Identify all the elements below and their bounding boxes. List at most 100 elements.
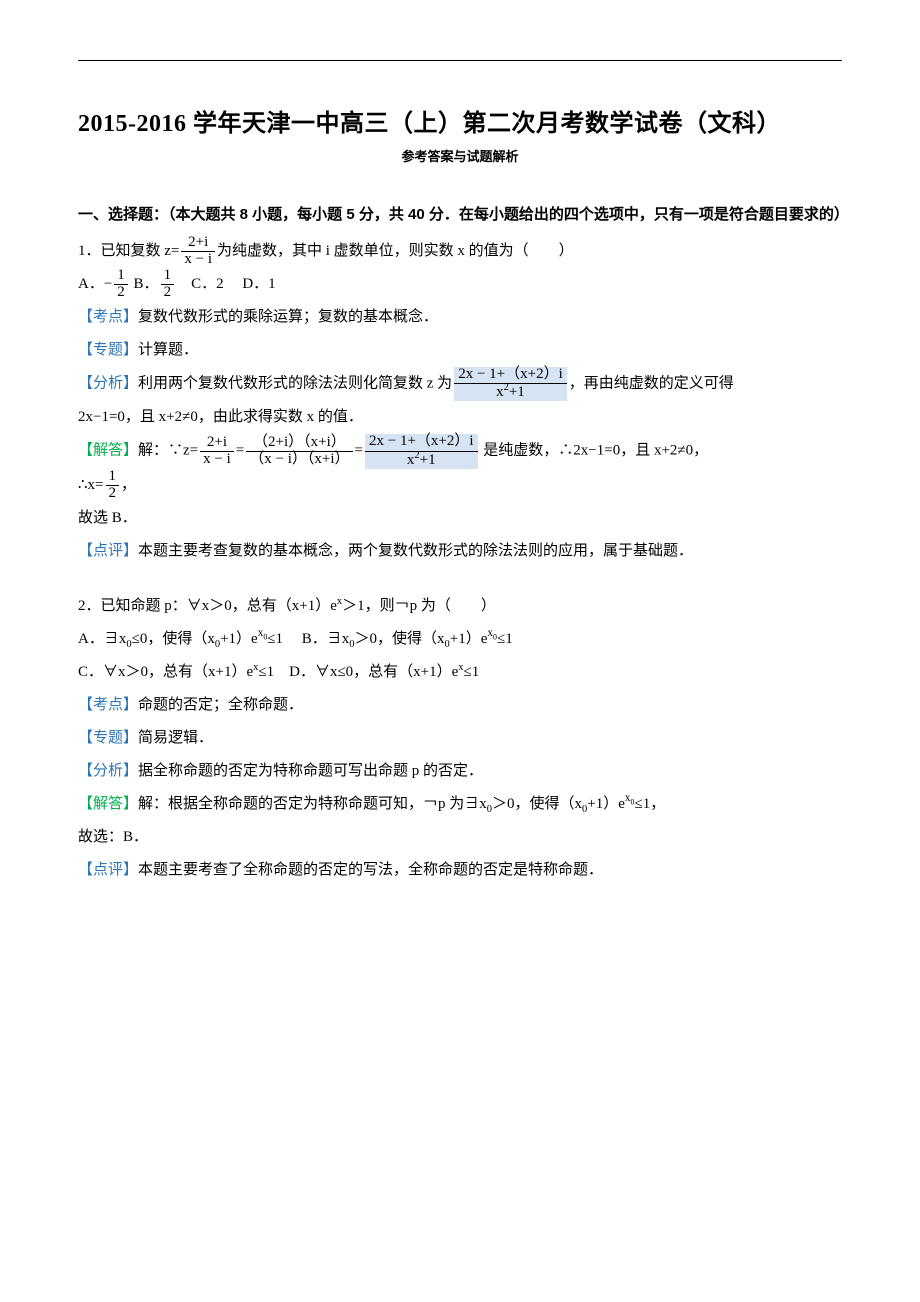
fenxi-post: ，再由纯虚数的定义可得 [569, 375, 734, 391]
q2-optB-mid2: +1）e [450, 631, 488, 647]
exp-x0: x0 [625, 792, 635, 804]
q2-jieda-line2: 故选：B． [78, 821, 842, 854]
fenxi-text: 据全称命题的否定为特称命题可写出命题 p 的否定． [138, 763, 483, 779]
fenxi-label: 【分析】 [78, 763, 138, 779]
exp-sub0: 0 [631, 798, 635, 807]
q1-jieda2-frac: 12 [106, 469, 120, 502]
q2-optC-mid: ≤1 D．∀x≤0，总有（x+1）e [258, 664, 458, 680]
jieda-mid: ＞0，使得（x [492, 796, 582, 812]
page: 2015-2016 学年天津一中高三（上）第二次月考数学试卷（文科） 参考答案与… [0, 0, 920, 1302]
den-right: +1 [509, 384, 525, 400]
q1-jieda-f3: 2x − 1+（x+2）ix2+1 [365, 434, 478, 469]
frac-num: 1 [114, 268, 128, 285]
q2-stem: 2．已知命题 p：∀x＞0，总有（x+1）ex＞1，则￢p 为（ ） [78, 590, 842, 623]
dianping-text: 本题主要考查复数的基本概念，两个复数代数形式的除法法则的应用，属于基础题． [138, 543, 693, 559]
q1-optCD: C．2 D．1 [176, 276, 276, 292]
frac-num: 2+i [200, 435, 234, 452]
spacer [78, 568, 842, 590]
q2-options-ab: A．∃x0≤0，使得（x0+1）ex0≤1 B．∃x0＞0，使得（x0+1）ex… [78, 623, 842, 656]
q1-fenxi-frac: 2x − 1+（x+2）ix2+1 [454, 367, 567, 402]
jieda-pre: 解：∵z= [138, 443, 198, 459]
frac-den: x2+1 [365, 452, 478, 469]
q1-stem-post: 为纯虚数，其中 i 虚数单位，则实数 x 的值为（ ） [217, 243, 574, 259]
q2-optA-mid2: +1）e [220, 631, 258, 647]
frac-num: 2x − 1+（x+2）i [454, 367, 567, 385]
q1-dianping: 【点评】本题主要考查复数的基本概念，两个复数代数形式的除法法则的应用，属于基础题… [78, 535, 842, 568]
q1-optA-pre: A．− [78, 276, 112, 292]
zhuanti-label: 【专题】 [78, 342, 138, 358]
q1-stem: 1．已知复数 z=2+ix − i为纯虚数，其中 i 虚数单位，则实数 x 的值… [78, 235, 842, 268]
den-left: x [496, 384, 504, 400]
frac-den: x2+1 [454, 384, 567, 401]
document-subtitle: 参考答案与试题解析 [78, 146, 842, 165]
q1-optB-frac: 12 [161, 268, 175, 301]
jieda-mid2: +1）e [587, 796, 625, 812]
document-title: 2015-2016 学年天津一中高三（上）第二次月考数学试卷（文科） [78, 103, 842, 138]
q2-optA-mid: ≤0，使得（x [132, 631, 215, 647]
fenxi-pre: 利用两个复数代数形式的除法法则化简复数 z 为 [138, 375, 452, 391]
q2-stem-pre: 2．已知命题 p：∀x＞0，总有（x+1）e [78, 598, 337, 614]
frac-den: x − i [200, 452, 234, 468]
zhuanti-text: 计算题． [138, 342, 198, 358]
kaodian-text: 命题的否定；全称命题． [138, 697, 303, 713]
jieda-end: ≤1， [634, 796, 665, 812]
q1-stem-pre: 1．已知复数 z= [78, 243, 179, 259]
zhuanti-text: 简易逻辑． [138, 730, 213, 746]
q2-options-cd: C．∀x＞0，总有（x+1）ex≤1 D．∀x≤0，总有（x+1）ex≤1 [78, 656, 842, 689]
q1-jieda-line2: ∴x=12， [78, 469, 842, 502]
q1-optA-frac: 12 [114, 268, 128, 301]
q1-zhuanti: 【专题】计算题． [78, 334, 842, 367]
frac-num: 1 [106, 469, 120, 486]
dianping-text: 本题主要考查了全称命题的否定的写法，全称命题的否定是特称命题． [138, 862, 603, 878]
dianping-label: 【点评】 [78, 862, 138, 878]
exp-x0: x0 [487, 627, 497, 639]
eq1: = [236, 443, 244, 459]
q1-options: A．−12 B．12 C．2 D．1 [78, 268, 842, 301]
q2-optB-end: ≤1 [497, 631, 513, 647]
frac-den: 2 [114, 285, 128, 301]
frac-num: （2+i）（x+i） [246, 435, 352, 452]
q1-jieda-line3: 故选 B． [78, 502, 842, 535]
jieda-label: 【解答】 [78, 796, 138, 812]
q2-jieda: 【解答】解：根据全称命题的否定为特称命题可知，￢p 为∃x0＞0，使得（x0+1… [78, 788, 842, 821]
q2-optC-pre: C．∀x＞0，总有（x+1）e [78, 664, 253, 680]
jieda-pre: 解：根据全称命题的否定为特称命题可知，￢p 为∃x [138, 796, 487, 812]
den-right: +1 [420, 452, 436, 468]
frac-den: 2 [161, 285, 175, 301]
frac-den: 2 [106, 486, 120, 502]
top-rule [78, 60, 842, 61]
q2-optD-end: ≤1 [464, 664, 480, 680]
q1-jieda: 【解答】解：∵z=2+ix − i=（2+i）（x+i）（x − i）（x+i）… [78, 434, 842, 469]
exp-sub0: 0 [493, 633, 497, 642]
frac-den: x − i [181, 252, 215, 268]
jieda2-post: ， [121, 477, 136, 493]
q1-fenxi-line2: 2x−1=0，且 x+2≠0，由此求得实数 x 的值． [78, 401, 842, 434]
q2-kaodian: 【考点】命题的否定；全称命题． [78, 689, 842, 722]
q2-dianping: 【点评】本题主要考查了全称命题的否定的写法，全称命题的否定是特称命题． [78, 854, 842, 887]
exp-sub0: 0 [263, 633, 267, 642]
frac-num: 2+i [181, 235, 215, 252]
q2-optA-end: ≤1 B．∃x [267, 631, 349, 647]
zhuanti-label: 【专题】 [78, 730, 138, 746]
q1-fenxi: 【分析】利用两个复数代数形式的除法法则化简复数 z 为2x − 1+（x+2）i… [78, 367, 842, 402]
exp-x0: x0 [258, 627, 268, 639]
q1-jieda-f1: 2+ix − i [200, 435, 234, 468]
jieda2-pre: ∴x= [78, 477, 104, 493]
frac-num: 2x − 1+（x+2）i [365, 434, 478, 452]
q2-optB-mid: ＞0，使得（x [355, 631, 445, 647]
frac-den: （x − i）（x+i） [246, 452, 352, 468]
kaodian-label: 【考点】 [78, 697, 138, 713]
q2-stem-post: ＞1，则￢p 为（ ） [342, 598, 496, 614]
kaodian-label: 【考点】 [78, 309, 138, 325]
kaodian-text: 复数代数形式的乘除运算；复数的基本概念． [138, 309, 438, 325]
dianping-label: 【点评】 [78, 543, 138, 559]
jieda-label: 【解答】 [78, 443, 138, 459]
q1-jieda-f2: （2+i）（x+i）（x − i）（x+i） [246, 435, 352, 468]
fenxi-label: 【分析】 [78, 375, 138, 391]
q2-fenxi: 【分析】据全称命题的否定为特称命题可写出命题 p 的否定． [78, 755, 842, 788]
q1-optB-pre: B． [130, 276, 159, 292]
q1-kaodian: 【考点】复数代数形式的乘除运算；复数的基本概念． [78, 301, 842, 334]
q2-zhuanti: 【专题】简易逻辑． [78, 722, 842, 755]
q2-optA-pre: A．∃x [78, 631, 126, 647]
frac-num: 1 [161, 268, 175, 285]
